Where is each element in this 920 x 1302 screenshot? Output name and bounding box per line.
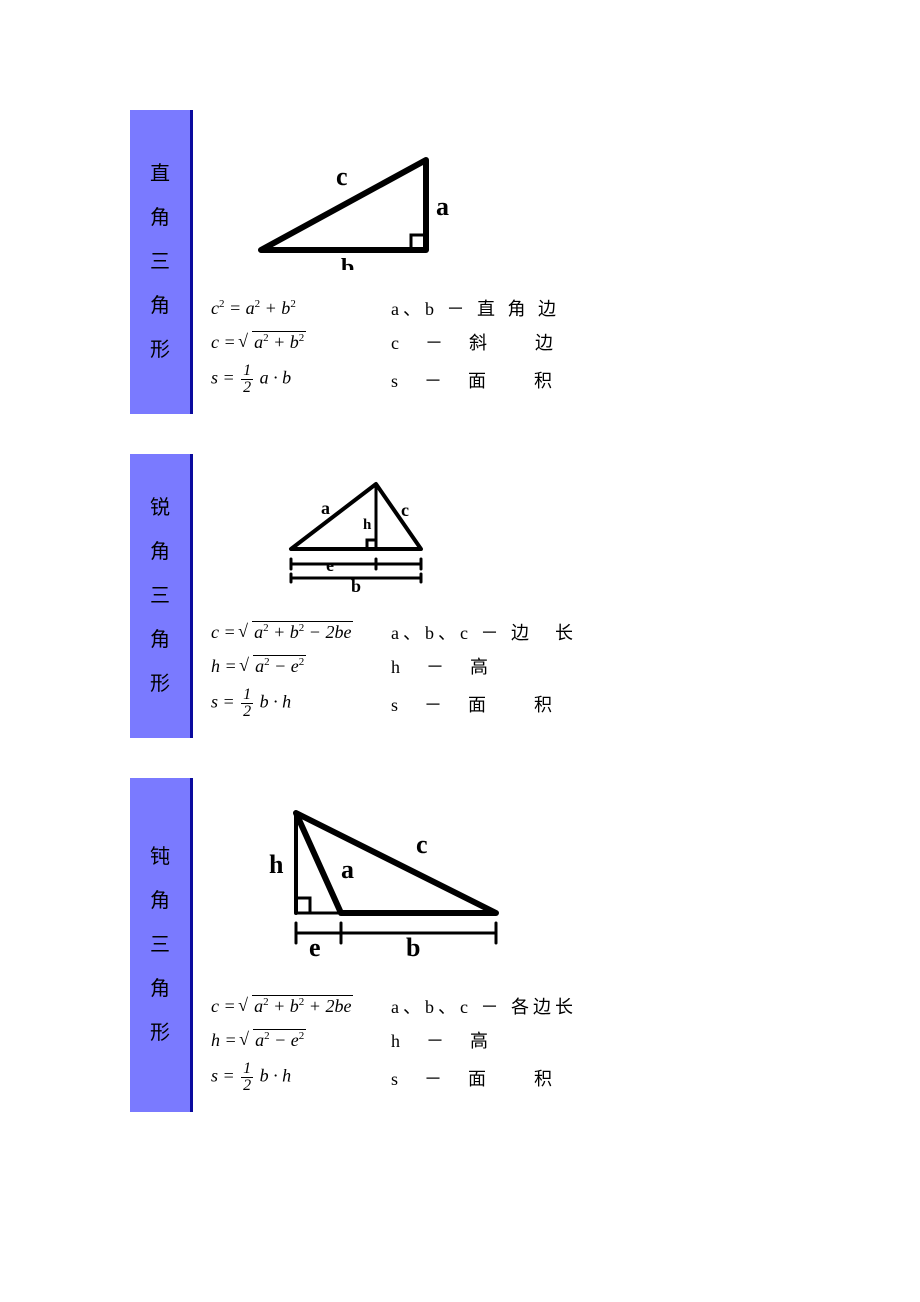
title-char: 角 (150, 530, 170, 574)
svg-text:e: e (326, 555, 334, 575)
title-char: 角 (150, 196, 170, 240)
right-triangle-diagram: c a b (241, 130, 772, 275)
formula-row: s = 12 b · h s － 面 积 (211, 1061, 772, 1094)
formula-legend: s － 面 积 (391, 1065, 556, 1091)
formula-row: s = 12 a · b s － 面 积 (211, 363, 772, 396)
title-char: 锐 (150, 486, 170, 530)
acute-triangle-diagram: a c h e b (271, 474, 772, 599)
section-obtuse-triangle: 钝 角 三 角 形 h a c e (130, 778, 790, 1112)
svg-text:b: b (341, 255, 354, 270)
formula-lhs: c2 (211, 298, 225, 318)
section-content: a c h e b c = a2 + b2 − 2be a、b、c － 边 长 … (193, 454, 790, 738)
formula-row: c = a2 + b2 c － 斜 边 (211, 329, 772, 355)
formula-legend: s － 面 积 (391, 367, 556, 393)
svg-text:a: a (436, 192, 449, 221)
svg-text:h: h (363, 517, 372, 533)
formula-legend: a、b、c － 各边长 (391, 993, 577, 1019)
title-char: 形 (150, 328, 170, 372)
section-right-triangle: 直 角 三 角 形 c a b c2 = a2 + b2 a、b － 直 角 边 (130, 110, 790, 414)
svg-text:e: e (309, 933, 321, 962)
title-char: 角 (150, 284, 170, 328)
section-acute-triangle: 锐 角 三 角 形 a c (130, 454, 790, 738)
formula-legend: a、b － 直 角 边 (391, 295, 560, 321)
svg-text:a: a (341, 855, 354, 884)
section-title: 锐 角 三 角 形 (130, 454, 193, 738)
title-char: 角 (150, 967, 170, 1011)
svg-text:c: c (401, 500, 409, 520)
svg-text:b: b (351, 576, 361, 594)
section-content: h a c e b c = a2 + b2 + 2be a、b、c － 各边长 … (193, 778, 790, 1112)
formula-legend: s － 面 积 (391, 691, 556, 717)
title-char: 角 (150, 618, 170, 662)
formula-row: h = a2 − e2 h － 高 (211, 653, 772, 679)
title-char: 形 (150, 662, 170, 706)
title-char: 直 (150, 152, 170, 196)
svg-text:b: b (406, 933, 420, 962)
formula-legend: h － 高 (391, 1027, 492, 1053)
section-title: 钝 角 三 角 形 (130, 778, 193, 1112)
formula-row: c = a2 + b2 − 2be a、b、c － 边 长 (211, 619, 772, 645)
formula-row: s = 12 b · h s － 面 积 (211, 687, 772, 720)
formula-row: c = a2 + b2 + 2be a、b、c － 各边长 (211, 993, 772, 1019)
svg-text:c: c (416, 830, 428, 859)
formula-legend: a、b、c － 边 长 (391, 619, 577, 645)
title-char: 三 (150, 240, 170, 284)
title-char: 三 (150, 923, 170, 967)
formula-row: h = a2 − e2 h － 高 (211, 1027, 772, 1053)
svg-text:c: c (336, 162, 348, 191)
title-char: 角 (150, 879, 170, 923)
title-char: 三 (150, 574, 170, 618)
formula-legend: c － 斜 边 (391, 329, 557, 355)
formula-legend: h － 高 (391, 653, 492, 679)
section-content: c a b c2 = a2 + b2 a、b － 直 角 边 c = a2 + … (193, 110, 790, 414)
title-char: 形 (150, 1011, 170, 1055)
section-title: 直 角 三 角 形 (130, 110, 193, 414)
svg-text:a: a (321, 498, 330, 518)
svg-text:h: h (269, 850, 284, 879)
formula-row: c2 = a2 + b2 a、b － 直 角 边 (211, 295, 772, 321)
title-char: 钝 (150, 835, 170, 879)
obtuse-triangle-diagram: h a c e b (241, 798, 772, 973)
